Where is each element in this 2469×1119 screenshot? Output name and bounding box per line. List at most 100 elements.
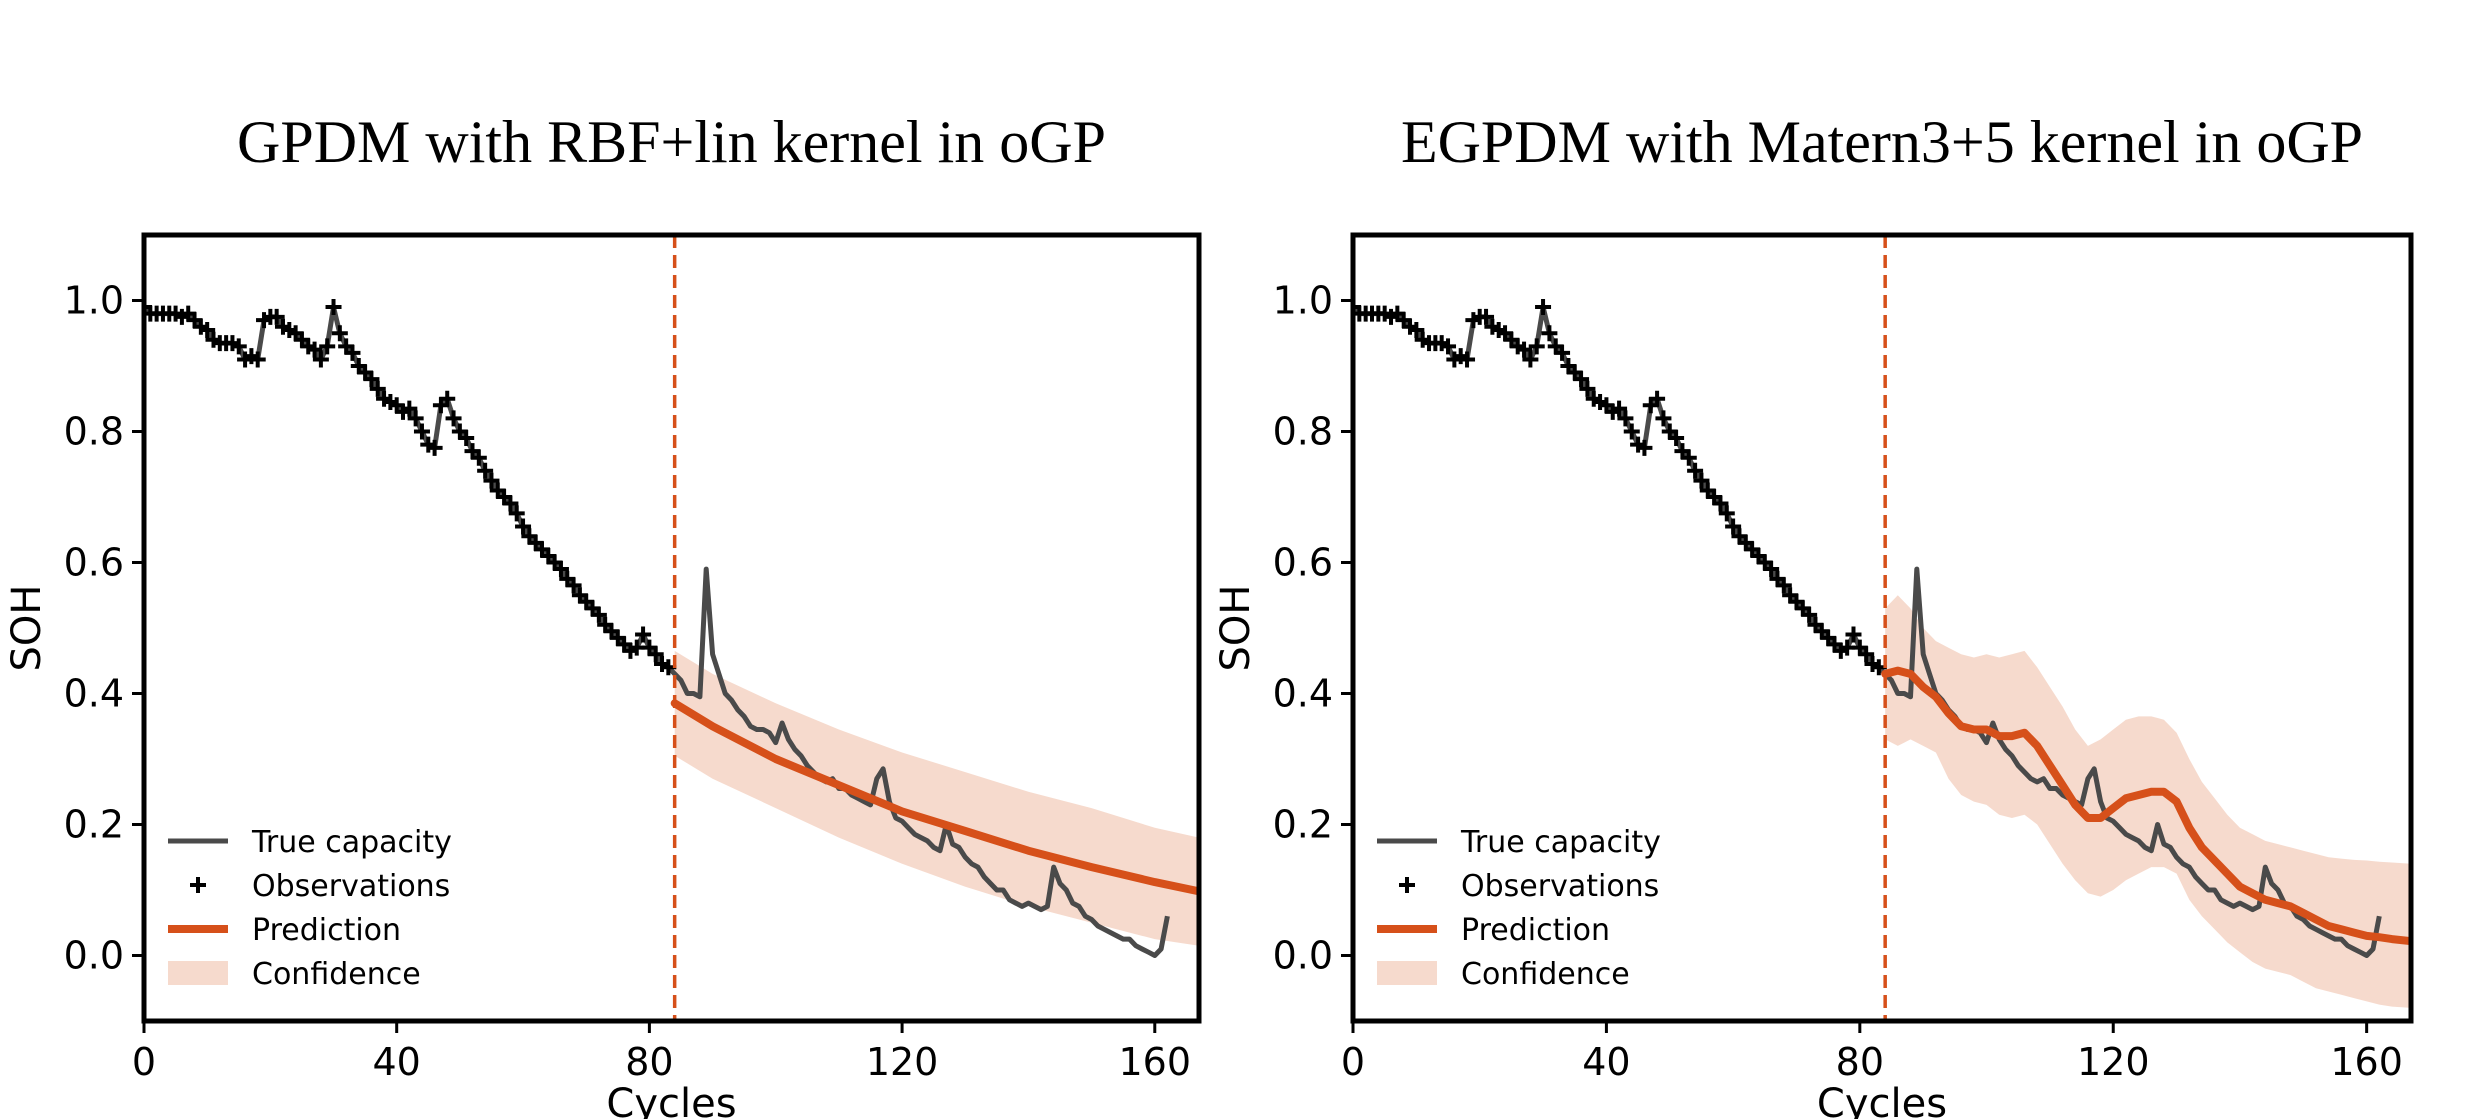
observation-point — [1535, 299, 1552, 316]
x-axis-label: Cycles — [1817, 1081, 1947, 1119]
legend: True capacity Observations Prediction Confi… — [1377, 825, 1661, 992]
observation-point — [635, 626, 652, 643]
chart-title: EGPDM with Matern3+5 kernel in oGP — [1401, 109, 2363, 175]
observation-point — [1636, 439, 1653, 456]
observation-point — [508, 505, 525, 522]
y-tick-label: 1.0 — [1273, 279, 1333, 323]
x-tick-label: 120 — [2077, 1040, 2150, 1084]
observation-point — [647, 646, 664, 663]
observation-point — [1611, 400, 1628, 417]
legend-swatch-confidence — [168, 961, 228, 985]
observation-point — [319, 338, 336, 355]
legend-label-prediction: Prediction — [1461, 913, 1610, 948]
observation-point — [306, 341, 323, 358]
legend-label-observations: Observations — [1461, 869, 1659, 904]
x-tick-label: 80 — [1836, 1040, 1884, 1084]
prediction-line — [670, 699, 1199, 896]
observation-point — [1763, 561, 1780, 578]
x-tick-label: 40 — [1582, 1040, 1630, 1084]
observation-point — [1408, 321, 1425, 338]
observation-point — [1573, 371, 1590, 388]
observation-point — [1541, 325, 1558, 342]
observation-point — [502, 495, 519, 512]
observation-point — [458, 430, 475, 447]
observation-point — [1668, 430, 1685, 447]
confidence-band — [1885, 595, 2411, 1008]
observation-point — [369, 380, 386, 397]
x-tick-label: 0 — [132, 1040, 156, 1084]
y-axis-label: SOH — [4, 585, 50, 672]
observation-point — [363, 371, 380, 388]
observation-point — [470, 449, 487, 466]
legend-label-observations: Observations — [252, 869, 450, 904]
y-tick-label: 0.4 — [1273, 672, 1333, 716]
observation-point — [344, 344, 361, 361]
x-tick-label: 80 — [625, 1040, 673, 1084]
observation-point — [477, 462, 494, 479]
observation-point — [312, 351, 329, 368]
observation-point — [1554, 344, 1571, 361]
legend: True capacity Observations Prediction Confi… — [168, 825, 452, 992]
observation-point — [1649, 390, 1666, 407]
observation-point — [1655, 410, 1672, 427]
prediction-line — [1881, 666, 2411, 946]
observation-point — [230, 338, 247, 355]
x-axis-label: Cycles — [606, 1081, 736, 1119]
y-tick-label: 0.8 — [1273, 410, 1333, 454]
legend-label-confidence: Confidence — [252, 957, 421, 992]
observation-point — [199, 321, 216, 338]
legend-label-true-capacity: True capacity — [1460, 825, 1661, 860]
plot-frame — [1350, 232, 2414, 1024]
y-tick-label: 0.0 — [64, 934, 124, 978]
observation-point — [565, 577, 582, 594]
observation-point — [413, 423, 430, 440]
legend-swatch-confidence — [1377, 961, 1437, 985]
legend-label-true-capacity: True capacity — [251, 825, 452, 860]
observation-point — [515, 518, 532, 535]
observation-point — [1725, 518, 1742, 535]
chart-panel-1: 0 40 80 120 160 0.0 0.2 0.4 0.6 0.8 1.0 Cycles SOH GP… — [4, 109, 1202, 1119]
legend-label-confidence: Confidence — [1461, 957, 1630, 992]
observation-point — [325, 299, 342, 316]
plot-area — [1353, 299, 2411, 1008]
observation-point — [1617, 410, 1634, 427]
observation-point — [1775, 577, 1792, 594]
observation-point — [483, 472, 500, 489]
observation-point — [1718, 505, 1735, 522]
observation-point — [1516, 341, 1533, 358]
observation-point — [1687, 462, 1704, 479]
y-tick-label: 0.8 — [64, 410, 124, 454]
observation-point — [439, 390, 456, 407]
y-tick-label: 0.0 — [1273, 934, 1333, 978]
observation-point — [249, 351, 266, 368]
legend-label-prediction: Prediction — [252, 913, 401, 948]
x-tick-label: 40 — [373, 1040, 421, 1084]
observation-point — [590, 606, 607, 623]
observation-point — [268, 308, 285, 325]
y-tick-label: 0.6 — [1273, 541, 1333, 585]
x-tick-label: 0 — [1341, 1040, 1365, 1084]
observation-point — [426, 439, 443, 456]
observation-point — [1801, 606, 1818, 623]
x-tick-label: 120 — [866, 1040, 939, 1084]
confidence-band — [674, 650, 1199, 946]
observation-point — [1459, 351, 1476, 368]
y-tick-label: 0.6 — [64, 541, 124, 585]
plot-area — [144, 299, 1199, 958]
plot-frame — [141, 232, 1202, 1024]
x-tick-label: 160 — [1119, 1040, 1192, 1084]
observation-point — [1858, 646, 1875, 663]
observation-point — [407, 410, 424, 427]
y-tick-label: 1.0 — [64, 279, 124, 323]
chart-title: GPDM with RBF+lin kernel in oGP — [237, 109, 1106, 175]
observation-point — [1528, 338, 1545, 355]
observation-point — [1440, 338, 1457, 355]
observation-point — [1680, 449, 1697, 466]
y-tick-label: 0.2 — [64, 803, 124, 847]
observation-point — [552, 561, 569, 578]
observation-point — [445, 410, 462, 427]
legend-swatch-observations — [1399, 877, 1415, 893]
y-tick-label: 0.2 — [1273, 803, 1333, 847]
y-tick-label: 0.4 — [64, 672, 124, 716]
